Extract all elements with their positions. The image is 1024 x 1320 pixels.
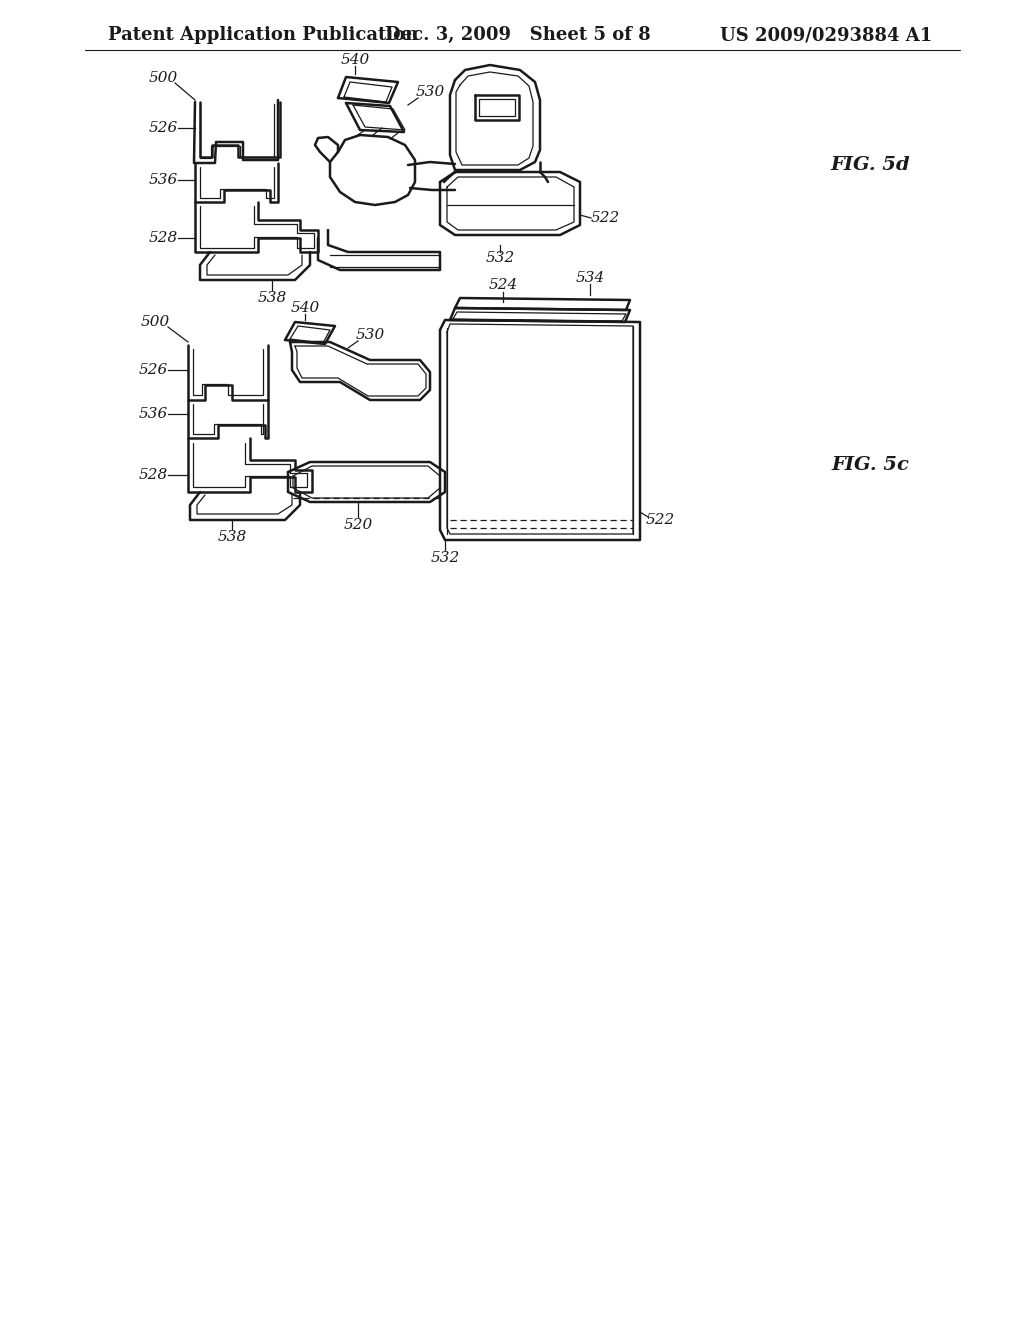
Text: 522: 522 (645, 513, 675, 527)
Text: US 2009/0293884 A1: US 2009/0293884 A1 (720, 26, 932, 44)
Text: 534: 534 (575, 271, 604, 285)
Text: 524: 524 (488, 279, 517, 292)
Text: 520: 520 (343, 517, 373, 532)
Text: FIG. 5d: FIG. 5d (830, 156, 909, 174)
Text: 522: 522 (591, 211, 620, 224)
Text: 536: 536 (138, 407, 168, 421)
Text: 500: 500 (140, 315, 170, 329)
Text: 500: 500 (148, 71, 177, 84)
Text: 530: 530 (355, 327, 385, 342)
Text: 528: 528 (148, 231, 177, 246)
Text: 526: 526 (138, 363, 168, 378)
Text: 536: 536 (148, 173, 177, 187)
Text: Patent Application Publication: Patent Application Publication (108, 26, 418, 44)
Text: Dec. 3, 2009   Sheet 5 of 8: Dec. 3, 2009 Sheet 5 of 8 (385, 26, 650, 44)
Text: 532: 532 (485, 251, 515, 265)
Text: 530: 530 (416, 84, 444, 99)
Text: 532: 532 (430, 550, 460, 565)
Text: 540: 540 (340, 53, 370, 67)
Text: 526: 526 (148, 121, 177, 135)
Text: 528: 528 (138, 469, 168, 482)
Text: 538: 538 (257, 290, 287, 305)
Text: FIG. 5c: FIG. 5c (831, 455, 909, 474)
Text: 538: 538 (217, 531, 247, 544)
Text: 540: 540 (291, 301, 319, 315)
